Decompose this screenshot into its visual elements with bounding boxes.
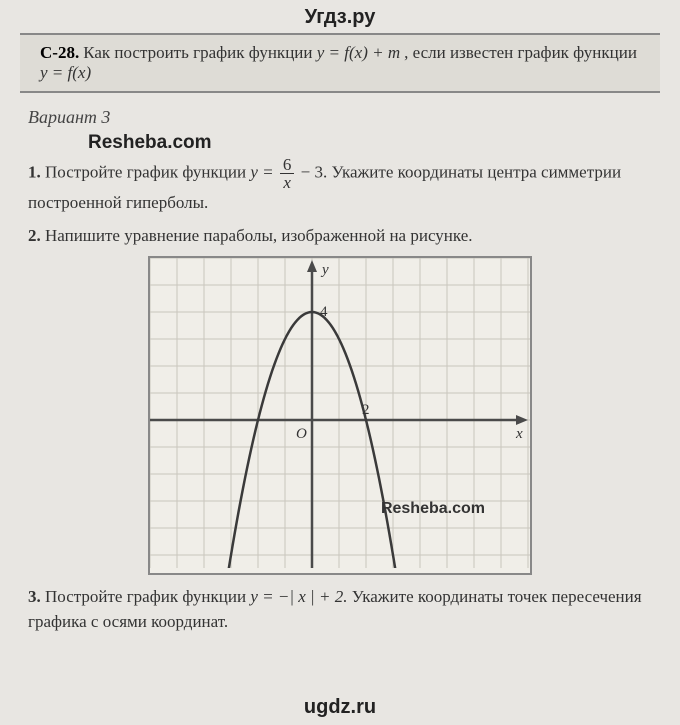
- graph-container: y x O 4 2 Resheba.com: [28, 256, 652, 575]
- task-2: 2. Напишите уравнение параболы, изображе…: [28, 224, 652, 249]
- task-2-text: Напишите уравнение параболы, изображенно…: [41, 226, 473, 245]
- svg-text:y: y: [320, 262, 329, 278]
- task-1-fraction: 6x: [280, 156, 295, 191]
- task-3-num: 3.: [28, 587, 41, 606]
- task-3: 3. Постройте график функции y = −| x | +…: [28, 585, 652, 634]
- task-1-pre: Постройте график функции: [41, 162, 251, 181]
- task-1-yeq: y =: [250, 162, 278, 181]
- fraction-bot: x: [280, 174, 295, 191]
- svg-text:x: x: [515, 426, 523, 442]
- parabola-chart: y x O 4 2: [150, 258, 530, 568]
- task-1-num: 1.: [28, 162, 41, 181]
- graph-box: y x O 4 2 Resheba.com: [148, 256, 532, 575]
- fraction-top: 6: [280, 156, 295, 174]
- task-3-pre: Постройте график функции: [41, 587, 251, 606]
- variant-label: Вариант 3: [28, 107, 652, 128]
- svg-text:4: 4: [320, 304, 328, 320]
- watermark-bottom: ugdz.ru: [0, 696, 680, 719]
- resheba-watermark-2: Resheba.com: [381, 500, 485, 518]
- watermark-top: Угдз.ру: [0, 0, 680, 33]
- task-2-num: 2.: [28, 226, 41, 245]
- header-label: С-28.: [40, 43, 79, 62]
- header-formula-1: y = f(x) + m: [317, 43, 400, 62]
- svg-text:O: O: [296, 426, 307, 442]
- resheba-watermark-1: Resheba.com: [88, 132, 652, 154]
- svg-text:2: 2: [362, 402, 370, 418]
- header-text-1: Как построить график функции: [83, 43, 317, 62]
- section-header: С-28. Как построить график функции y = f…: [20, 33, 660, 93]
- task-1-minus3: − 3.: [296, 162, 327, 181]
- task-3-formula: y = −| x | + 2.: [250, 587, 347, 606]
- header-formula-2: y = f(x): [40, 63, 91, 82]
- header-text-2: , если известен график функции: [404, 43, 637, 62]
- task-1: 1. Постройте график функции y = 6x − 3. …: [28, 156, 652, 216]
